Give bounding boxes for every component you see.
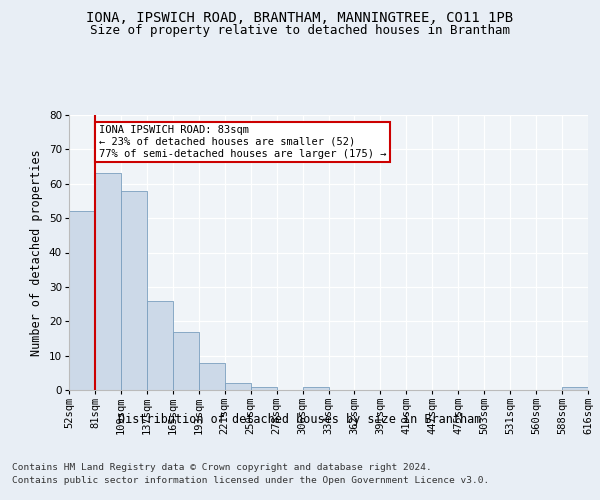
Text: Distribution of detached houses by size in Brantham: Distribution of detached houses by size … (118, 412, 482, 426)
Bar (225, 383, 251, 390)
Y-axis label: Number of detached properties: Number of detached properties (31, 149, 43, 356)
Bar (199, 362, 224, 390)
Bar (69, 211, 95, 390)
Text: Size of property relative to detached houses in Brantham: Size of property relative to detached ho… (90, 24, 510, 37)
Bar (302, 386, 329, 390)
Bar (251, 386, 277, 390)
Bar (147, 300, 173, 390)
Bar (173, 332, 199, 390)
Text: Contains public sector information licensed under the Open Government Licence v3: Contains public sector information licen… (12, 476, 489, 485)
Text: IONA, IPSWICH ROAD, BRANTHAM, MANNINGTREE, CO11 1PB: IONA, IPSWICH ROAD, BRANTHAM, MANNINGTRE… (86, 11, 514, 25)
Bar (95, 174, 121, 390)
Text: Contains HM Land Registry data © Crown copyright and database right 2024.: Contains HM Land Registry data © Crown c… (12, 462, 432, 471)
Text: IONA IPSWICH ROAD: 83sqm
← 23% of detached houses are smaller (52)
77% of semi-d: IONA IPSWICH ROAD: 83sqm ← 23% of detach… (99, 126, 386, 158)
Bar (121, 190, 147, 390)
Bar (562, 386, 588, 390)
